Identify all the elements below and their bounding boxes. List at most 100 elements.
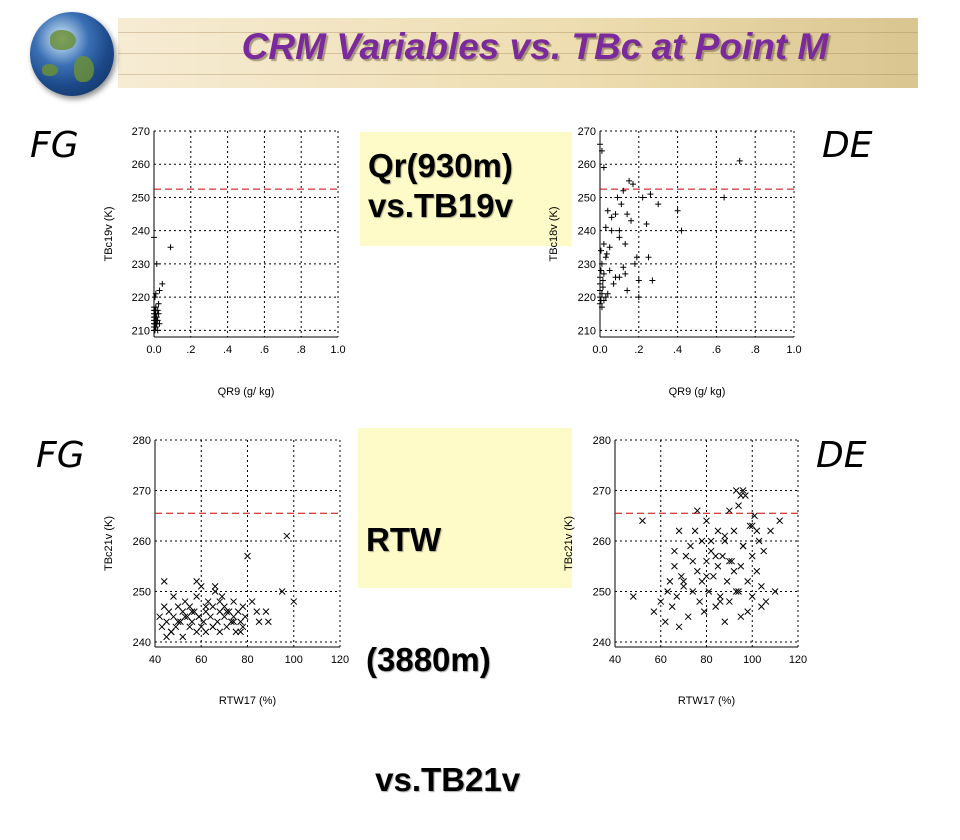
data-point — [723, 578, 731, 585]
y-tick-label: 260 — [578, 159, 596, 171]
data-point — [753, 567, 761, 575]
data-point — [673, 593, 681, 600]
x-tick-label: 0.0 — [146, 344, 161, 356]
data-point — [771, 588, 779, 595]
data-point — [739, 542, 747, 550]
data-point — [211, 588, 219, 595]
y-tick-label: 230 — [578, 259, 596, 271]
x-tick-label: .4 — [223, 344, 232, 356]
data-point — [732, 588, 740, 595]
data-point — [629, 181, 636, 188]
data-point — [188, 618, 196, 626]
x-tick-label: 80 — [700, 654, 712, 666]
data-point — [262, 608, 270, 616]
slide-title: CRM Variables vs. TBc at Point M — [241, 26, 829, 67]
data-point — [290, 598, 298, 605]
callout-line: (3880m) — [366, 641, 491, 678]
data-point — [767, 527, 774, 535]
y-tick-label: 260 — [132, 159, 150, 171]
callout-line: RTW — [366, 521, 442, 558]
data-point — [744, 608, 752, 616]
y-tick-label: 240 — [132, 226, 150, 238]
data-point — [680, 578, 687, 585]
data-point — [716, 593, 724, 600]
data-point — [598, 290, 605, 297]
data-point — [278, 588, 286, 595]
data-point — [622, 240, 629, 247]
y-tick-label: 220 — [578, 292, 596, 304]
y-tick-label: 280 — [593, 435, 611, 447]
data-point — [714, 562, 722, 570]
x-tick-label: .6 — [712, 344, 721, 356]
data-point — [248, 598, 256, 605]
data-point — [657, 598, 665, 605]
data-point — [746, 522, 754, 530]
data-point — [748, 593, 756, 600]
x-tick-label: 60 — [195, 654, 207, 666]
data-point — [633, 254, 640, 261]
data-point — [719, 552, 726, 560]
data-point — [618, 201, 625, 208]
data-point — [202, 628, 210, 636]
data-point — [614, 194, 621, 201]
data-point — [737, 613, 745, 621]
data-point — [671, 547, 678, 555]
data-point — [604, 207, 611, 214]
callout-rtw-vs-tb21v: RTW (3880m) vs.TB21v — [358, 428, 572, 798]
data-point — [597, 274, 603, 281]
data-point — [230, 598, 237, 605]
y-tick-label: 250 — [593, 586, 611, 598]
data-point — [635, 294, 642, 301]
x-axis-label: QR9 (g/ kg) — [218, 386, 275, 398]
data-point — [188, 608, 196, 616]
x-tick-label: 1.0 — [330, 344, 345, 356]
data-point — [599, 277, 606, 284]
y-tick-label: 240 — [593, 637, 611, 649]
data-point — [760, 547, 768, 555]
y-tick-label: 270 — [133, 485, 151, 497]
data-point — [631, 260, 638, 267]
data-point — [602, 224, 609, 231]
data-point — [598, 147, 605, 154]
x-tick-label: .8 — [751, 344, 760, 356]
data-point — [155, 300, 162, 307]
data-point — [714, 527, 722, 535]
callout-line: Qr(930m) — [368, 147, 513, 184]
data-point — [179, 633, 187, 641]
data-point — [620, 187, 627, 194]
data-point — [739, 487, 747, 494]
data-point — [230, 618, 237, 626]
data-point — [154, 317, 161, 324]
data-point — [730, 527, 738, 535]
callout-line: vs.TB19v — [368, 187, 513, 224]
globe-icon — [30, 12, 114, 96]
data-point — [735, 502, 742, 509]
data-point — [244, 552, 251, 560]
data-point — [730, 567, 738, 575]
y-tick-label: 250 — [133, 586, 151, 598]
y-tick-label: 210 — [578, 325, 596, 337]
data-point — [193, 593, 200, 600]
data-point — [726, 557, 733, 565]
y-tick-label: 270 — [132, 126, 150, 138]
data-point — [239, 603, 247, 610]
y-tick-label: 210 — [132, 325, 150, 337]
data-point — [622, 270, 629, 277]
y-axis-label: TBc18v (K) — [548, 206, 560, 261]
data-point — [700, 608, 708, 616]
y-axis-label: TBc19v (K) — [103, 206, 115, 261]
data-point — [216, 598, 224, 605]
x-tick-label: 100 — [743, 654, 761, 666]
data-point — [620, 264, 627, 271]
y-tick-label: 260 — [133, 536, 151, 548]
data-point — [616, 227, 623, 234]
y-tick-label: 250 — [132, 192, 150, 204]
y-axis-label: TBc21v (K) — [563, 516, 575, 571]
data-point — [721, 532, 729, 540]
data-point — [223, 608, 231, 616]
x-tick-label: .2 — [186, 344, 195, 356]
y-tick-label: 220 — [132, 292, 150, 304]
data-point — [181, 613, 189, 621]
data-point — [664, 588, 671, 595]
data-point — [689, 588, 697, 595]
